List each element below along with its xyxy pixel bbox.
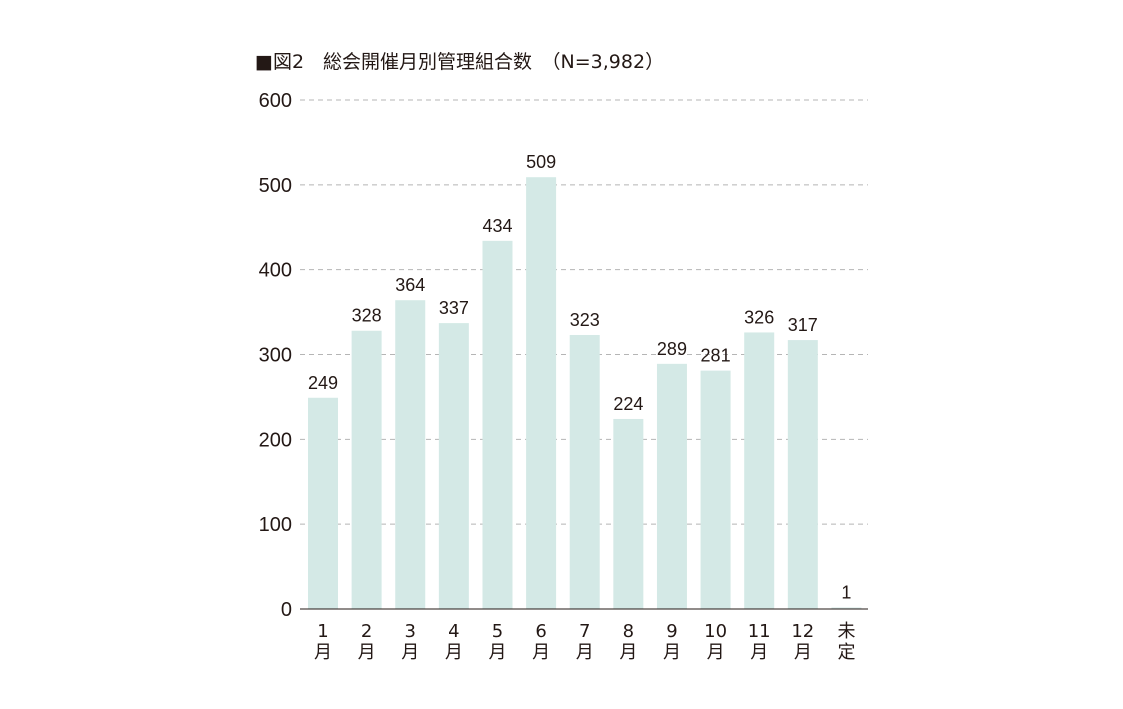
y-axis-ticks: 0 100 200 300 400 500 600 [259,90,292,621]
data-label: 326 [744,307,774,327]
bar [526,177,557,609]
bar [656,363,687,609]
x-tick-label: 月 [445,642,463,663]
x-tick-label: 月 [314,642,332,663]
bar [831,607,862,609]
x-tick-label: 定 [837,642,855,663]
x-tick-label: 月 [750,642,768,663]
y-tick-label: 0 [281,599,292,621]
x-tick-label: 12 [791,621,814,642]
bar [613,418,644,609]
x-tick-label: 月 [576,642,594,663]
bar [787,340,818,609]
chart-title: ■図2 総会開催月別管理組合数 （N=3,982） [255,51,664,73]
data-label: 323 [570,310,600,330]
x-tick-label: 6 [535,621,546,642]
y-tick-label: 500 [259,175,292,197]
x-tick-label: 7 [579,621,590,642]
data-label: 289 [657,339,687,359]
bar [395,300,426,609]
y-tick-label: 100 [259,514,292,536]
bar [438,323,469,609]
x-tick-label: 月 [663,642,681,663]
y-tick-label: 200 [259,429,292,451]
x-tick-label: 8 [623,621,634,642]
x-tick-label: 未 [837,621,855,642]
bar [744,332,775,609]
data-label: 281 [701,346,731,366]
x-tick-label: 月 [532,642,550,663]
bar [569,334,600,609]
x-tick-label: 4 [448,621,459,642]
data-label: 1 [841,583,851,603]
x-tick-label: 月 [707,642,725,663]
x-tick-label: 月 [619,642,637,663]
data-label: 337 [439,298,469,318]
bar [700,370,731,609]
data-label: 328 [352,306,382,326]
y-tick-label: 600 [259,90,292,112]
x-tick-label: 月 [358,642,376,663]
y-tick-label: 300 [259,345,292,367]
x-tick-label: 月 [401,642,419,663]
x-tick-label: 2 [361,621,372,642]
x-tick-label: 9 [666,621,677,642]
x-tick-label: 11 [748,621,771,642]
data-label: 434 [482,216,512,236]
data-label: 509 [526,152,556,172]
data-label: 249 [308,373,338,393]
bar [351,330,382,609]
x-tick-label: 3 [405,621,416,642]
x-tick-label: 10 [704,621,727,642]
bars [308,177,862,609]
bar [308,397,338,609]
x-tick-label: 5 [492,621,503,642]
value-labels: 249 328 364 337 434 509 323 224 289 281 326 317 1 [308,152,851,602]
bar [482,240,513,609]
x-tick-label: 月 [794,642,812,663]
data-label: 224 [613,394,643,414]
data-label: 317 [788,315,818,335]
data-label: 364 [395,275,425,295]
x-tick-label: 月 [488,642,506,663]
y-tick-label: 400 [259,260,292,282]
x-tick-label: 1 [317,621,328,642]
